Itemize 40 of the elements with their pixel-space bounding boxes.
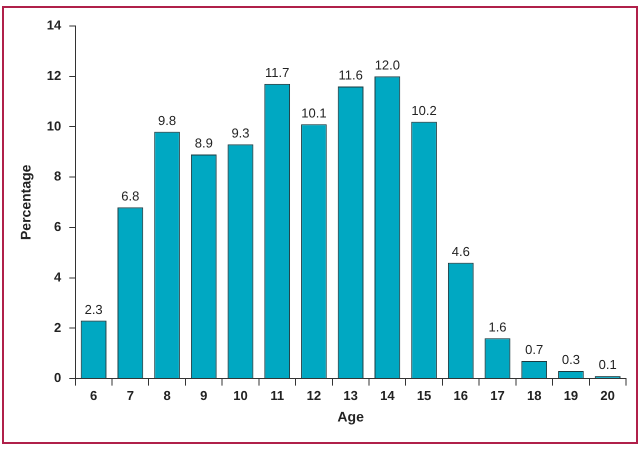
x-tick-label: 10 [233,388,248,403]
data-label: 6.8 [121,188,140,204]
x-tick-label: 6 [90,388,98,403]
data-label: 0.3 [562,352,580,368]
y-tick-label: 12 [46,68,62,83]
data-label: 11.7 [265,65,290,80]
data-label: 12.0 [374,57,400,72]
x-tick-label: 13 [343,388,358,403]
y-tick-label: 0 [54,370,62,386]
y-tick-label: 2 [54,320,62,335]
y-tick-label: 10 [46,118,62,134]
data-label: 9.3 [231,125,250,140]
data-label: 8.9 [194,136,213,151]
x-tick-label: 12 [306,388,322,403]
y-tick-label: 8 [54,168,62,184]
data-label: 11.6 [338,68,363,83]
x-tick-label: 14 [380,388,396,403]
data-label: 1.6 [488,319,507,334]
y-axis-title: Percentage [17,164,34,240]
x-tick-label: 7 [126,388,134,403]
x-tick-label: 11 [270,388,284,403]
x-tick-label: 8 [163,388,171,403]
x-axis-title: Age [337,408,364,424]
data-label: 0.7 [525,342,544,358]
data-label: 0.1 [598,357,617,372]
x-tick-label: 19 [564,388,578,403]
y-tick-label: 6 [54,219,62,234]
x-tick-label: 17 [490,388,505,403]
data-label: 2.3 [84,302,103,317]
data-label: 10.1 [301,105,327,120]
data-label: 9.8 [158,112,176,128]
y-tick-label: 14 [46,18,62,33]
x-tick-label: 15 [416,388,432,403]
y-tick-label: 4 [54,269,62,284]
x-tick-label: 9 [200,388,208,403]
x-tick-label: 16 [454,388,468,403]
x-tick-label: 20 [600,388,615,403]
data-label: 10.2 [411,102,437,118]
x-tick-label: 18 [526,388,542,403]
data-label: 4.6 [452,244,470,259]
